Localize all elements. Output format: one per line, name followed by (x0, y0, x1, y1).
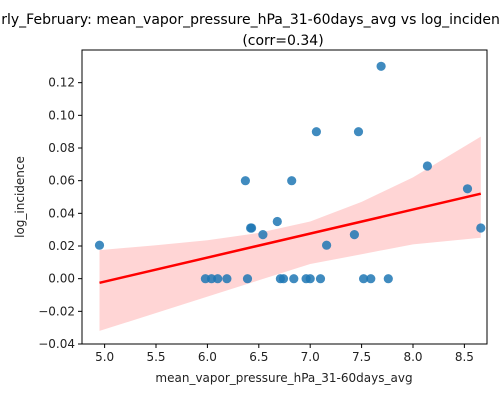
x-tick-label: 6.5 (249, 350, 268, 364)
chart-title: Early_February: mean_vapor_pressure_hPa_… (0, 12, 500, 28)
x-tick-label: 7.0 (301, 350, 320, 364)
x-tick-label: 8.0 (403, 350, 422, 364)
x-axis: 5.0 5.5 6.0 6.5 7.0 7.5 8.0 8.5 (95, 344, 474, 364)
x-tick-label: 8.5 (455, 350, 474, 364)
x-tick-label: 5.0 (95, 350, 114, 364)
x-tick-label: 5.5 (146, 350, 165, 364)
data-point (359, 274, 369, 284)
data-point (462, 184, 473, 194)
x-axis-label: mean_vapor_pressure_hPa_31-60days_avg (155, 371, 412, 385)
data-point (247, 223, 257, 233)
regression-line (99, 192, 482, 285)
data-point (376, 61, 386, 71)
data-point (289, 274, 299, 284)
data-point (242, 274, 253, 284)
data-point (383, 274, 393, 284)
plot-frame (81, 49, 488, 345)
data-point (353, 127, 364, 137)
y-tick-label: 0.02 (48, 239, 75, 253)
y-tick-label: 0.00 (48, 272, 75, 286)
data-points-layer (94, 61, 486, 284)
y-tick-label: 0.12 (48, 76, 75, 90)
data-point (305, 274, 315, 284)
y-tick-label: 0.06 (48, 174, 75, 188)
y-tick-label: −0.04 (38, 337, 75, 351)
y-tick-label: 0.10 (48, 108, 75, 122)
data-point (422, 161, 432, 171)
data-point (322, 240, 332, 250)
x-tick-label: 7.5 (352, 350, 371, 364)
data-point (272, 216, 282, 227)
y-axis: −0.04 −0.02 0.00 0.02 0.04 0.06 0.08 0.10 0.12 (38, 76, 82, 351)
chart-subtitle: (corr=0.34) (242, 33, 323, 49)
data-point (258, 230, 268, 240)
data-point (366, 274, 376, 284)
fit-line-layer (99, 192, 482, 285)
data-point (311, 127, 321, 137)
y-tick-label: 0.04 (48, 206, 75, 220)
data-point (240, 176, 250, 186)
confidence-band-layer (99, 136, 481, 331)
data-point (213, 274, 223, 284)
data-point (287, 176, 297, 186)
data-point (315, 274, 326, 284)
y-axis-label: log_incidence (13, 156, 27, 238)
data-point (94, 240, 105, 250)
data-point (278, 274, 289, 284)
y-tick-label: −0.02 (38, 304, 75, 318)
data-point (222, 274, 232, 284)
confidence-band (99, 136, 481, 331)
x-tick-label: 6.0 (198, 350, 217, 364)
data-point (349, 230, 359, 240)
y-tick-label: 0.08 (48, 141, 75, 155)
data-point (476, 223, 486, 233)
